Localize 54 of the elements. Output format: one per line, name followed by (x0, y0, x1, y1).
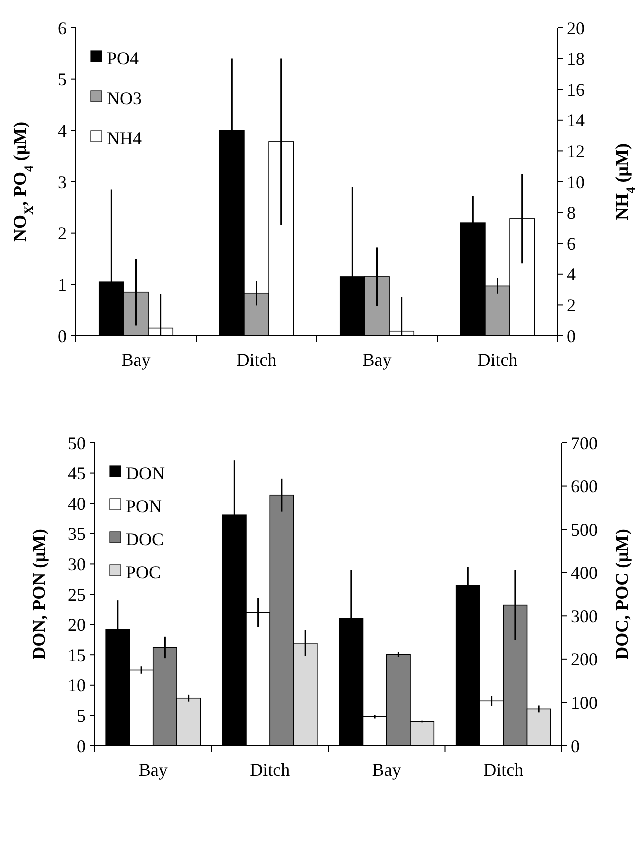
y2-tick-label: 600 (571, 476, 598, 497)
x-tick-label: Bay (362, 350, 392, 370)
y-tick-label: 50 (68, 433, 86, 454)
y-axis-title: DON, PON (μM) (29, 529, 49, 660)
y2-tick-label: 2 (567, 296, 576, 316)
x-tick-label: Ditch (484, 760, 524, 780)
y2-tick-label: 300 (571, 606, 598, 626)
y2-tick-label: 20 (567, 18, 585, 38)
y2-tick-label: 12 (567, 142, 585, 162)
y-tick-label: 2 (58, 224, 67, 244)
x-tick-label: Ditch (250, 760, 290, 780)
y2-tick-label: 18 (567, 49, 585, 70)
y-tick-label: 5 (77, 706, 86, 726)
y-tick-label: 40 (68, 494, 86, 514)
y-tick-label: 20 (68, 615, 86, 636)
y2-tick-label: 8 (567, 203, 576, 224)
y2-tick-label: 16 (567, 80, 585, 100)
x-tick-label: Bay (138, 760, 168, 780)
y2-tick-label: 14 (567, 110, 585, 131)
x-tick-label: Bay (372, 760, 402, 780)
y-tick-label: 15 (68, 645, 86, 666)
y2-tick-label: 4 (567, 264, 576, 285)
y2-tick-label: 400 (571, 563, 598, 584)
legend-label: POC (126, 562, 162, 582)
x-tick-label: Bay (122, 350, 151, 370)
legend-label: PO4 (107, 48, 140, 68)
y2-axis-title: DOC, POC (μM) (612, 529, 632, 660)
x-tick-label: Ditch (478, 350, 518, 370)
y2-tick-label: 700 (571, 433, 598, 454)
y-tick-label: 6 (58, 18, 67, 38)
legend-label: PON (126, 496, 162, 516)
y-tick-label: 30 (68, 554, 86, 574)
y2-tick-label: 100 (571, 693, 598, 714)
y2-tick-label: 6 (567, 234, 576, 254)
y2-tick-label: 200 (571, 650, 598, 670)
y-tick-label: 45 (68, 464, 86, 484)
y-tick-label: 0 (77, 736, 86, 756)
y2-tick-label: 500 (571, 520, 598, 540)
y2-tick-label: 0 (571, 736, 580, 756)
y-tick-label: 3 (58, 172, 67, 192)
y-tick-label: 5 (58, 70, 67, 90)
y-tick-label: 0 (58, 326, 67, 346)
legend-label: NH4 (107, 128, 142, 148)
y-tick-label: 4 (58, 120, 67, 141)
y-tick-label: 35 (68, 524, 86, 544)
y-tick-label: 10 (68, 676, 86, 696)
x-tick-label: Ditch (236, 350, 277, 370)
legend-label: NO3 (107, 88, 142, 108)
legend-label: DON (126, 463, 165, 484)
y-tick-label: 1 (58, 274, 67, 295)
y-tick-label: 25 (68, 584, 86, 605)
legend-label: DOC (126, 529, 164, 550)
y2-tick-label: 0 (567, 326, 576, 346)
y2-tick-label: 10 (567, 172, 585, 192)
